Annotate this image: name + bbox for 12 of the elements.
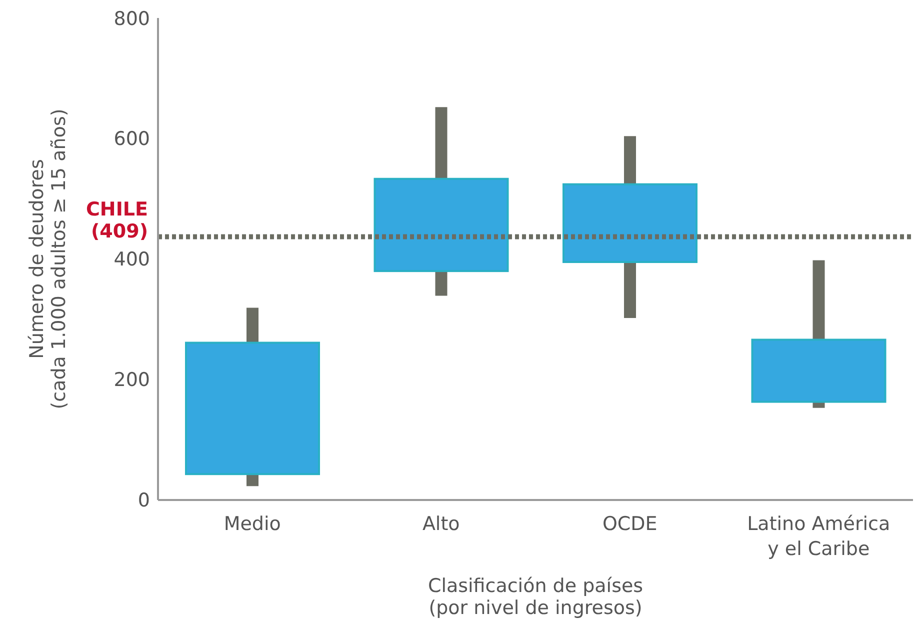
x-tick-label: Medio — [224, 513, 281, 535]
x-axis-title: Clasificación de países (por nivel de ingresos) — [428, 575, 644, 619]
x-tick-label: Alto — [422, 513, 460, 535]
y-tick-label: 0 — [138, 490, 150, 512]
x-tick-label: Latino América y el Caribe — [747, 513, 890, 560]
y-tick-label: 400 — [114, 248, 150, 271]
y-tick-label: 600 — [114, 128, 150, 150]
y-tick-label: 800 — [114, 8, 150, 30]
ref-line-label: CHILE (409) — [86, 198, 148, 243]
y-axis-title: Número de deudores (cada 1.000 adultos ≥ 15 años) — [26, 108, 70, 410]
y-tick-label: 200 — [114, 369, 150, 392]
x-tick-label: OCDE — [602, 513, 658, 535]
